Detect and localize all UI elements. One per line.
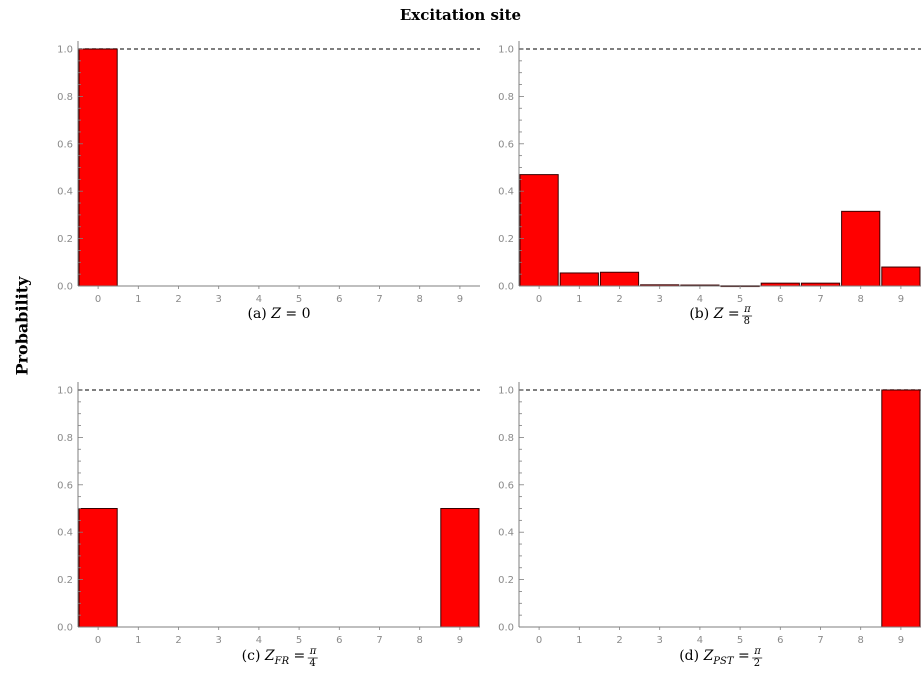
y-tick-label: 0.8 — [498, 433, 514, 444]
y-tick-label: 0.4 — [498, 528, 514, 539]
y-tick-label: 0.4 — [57, 187, 73, 198]
bar-0 — [519, 174, 559, 287]
y-tick-label: 0.0 — [57, 282, 73, 293]
x-tick-label: 6 — [777, 294, 783, 305]
y-tick-label: 0.2 — [498, 575, 514, 586]
x-tick-label: 0 — [536, 635, 542, 646]
x-tick-label: 2 — [616, 635, 622, 646]
x-tick-label: 9 — [457, 635, 463, 646]
x-tick-label: 5 — [296, 294, 302, 305]
x-tick-label: 7 — [376, 635, 382, 646]
x-tick-label: 6 — [336, 635, 342, 646]
y-tick-label: 0.0 — [498, 623, 514, 634]
x-tick-label: 5 — [296, 635, 302, 646]
chart-panel-a: 0.0 0.2 0.4 0.6 0.8 1.0 0 1 2 3 4 5 6 7 8 9 (a) Z = 0 — [57, 41, 480, 322]
x-tick-label: 6 — [777, 635, 783, 646]
x-tick-label: 4 — [256, 294, 262, 305]
x-tick-label: 1 — [576, 294, 582, 305]
x-tick-label: 8 — [858, 294, 864, 305]
bar-9 — [440, 508, 480, 628]
y-tick-label: 0.6 — [57, 480, 73, 491]
y-tick-label: 0.2 — [57, 234, 73, 245]
bar-1 — [559, 272, 599, 287]
x-tick-label: 1 — [576, 635, 582, 646]
x-tick-label: 7 — [376, 294, 382, 305]
y-tick-label: 0.0 — [57, 623, 73, 634]
x-tick-label: 1 — [135, 294, 141, 305]
x-tick-label: 0 — [95, 635, 101, 646]
x-tick-label: 3 — [216, 635, 222, 646]
y-tick-label: 0.8 — [57, 92, 73, 103]
x-tick-label: 0 — [95, 294, 101, 305]
y-tick-label: 0.4 — [498, 187, 514, 198]
bar-9 — [881, 389, 921, 628]
x-tick-label: 7 — [817, 635, 823, 646]
y-tick-label: 1.0 — [57, 45, 73, 56]
x-tick-label: 2 — [175, 294, 181, 305]
x-tick-label: 3 — [657, 635, 663, 646]
y-tick-label: 0.2 — [498, 234, 514, 245]
chart-panel-d: 0.0 0.2 0.4 0.6 0.8 1.0 0 1 2 3 4 5 6 7 8 9 (d) ZPST = π… — [498, 382, 921, 669]
figure-title: Excitation site — [399, 6, 522, 24]
x-tick-label: 2 — [616, 294, 622, 305]
bar-0 — [78, 508, 118, 628]
x-tick-label: 8 — [858, 635, 864, 646]
x-tick-label: 9 — [457, 294, 463, 305]
y-tick-label: 0.8 — [57, 433, 73, 444]
y-tick-label: 0.2 — [57, 575, 73, 586]
y-tick-label: 0.0 — [498, 282, 514, 293]
x-tick-label: 5 — [737, 294, 743, 305]
y-tick-label: 1.0 — [498, 386, 514, 397]
bar-9 — [881, 266, 921, 287]
x-tick-label: 2 — [175, 635, 181, 646]
bar-8 — [841, 210, 881, 287]
x-tick-label: 3 — [657, 294, 663, 305]
x-tick-label: 1 — [135, 635, 141, 646]
x-tick-label: 9 — [898, 294, 904, 305]
x-tick-label: 8 — [417, 635, 423, 646]
x-tick-label: 4 — [256, 635, 262, 646]
bar-0 — [78, 48, 118, 287]
y-tick-label: 1.0 — [498, 45, 514, 56]
y-tick-label: 1.0 — [57, 386, 73, 397]
x-tick-label: 7 — [817, 294, 823, 305]
x-tick-label: 0 — [536, 294, 542, 305]
panel-a-caption: (a) Z = 0 — [247, 306, 310, 322]
x-tick-label: 4 — [697, 635, 703, 646]
y-tick-label: 0.6 — [498, 139, 514, 150]
x-tick-label: 3 — [216, 294, 222, 305]
y-tick-label: 0.6 — [498, 480, 514, 491]
x-tick-label: 8 — [417, 294, 423, 305]
x-tick-label: 6 — [336, 294, 342, 305]
y-tick-label: 0.4 — [57, 528, 73, 539]
bar-2 — [599, 271, 640, 287]
x-tick-label: 4 — [697, 294, 703, 305]
y-tick-label: 0.8 — [498, 92, 514, 103]
x-tick-label: 5 — [737, 635, 743, 646]
x-tick-label: 9 — [898, 635, 904, 646]
y-tick-label: 0.6 — [57, 139, 73, 150]
